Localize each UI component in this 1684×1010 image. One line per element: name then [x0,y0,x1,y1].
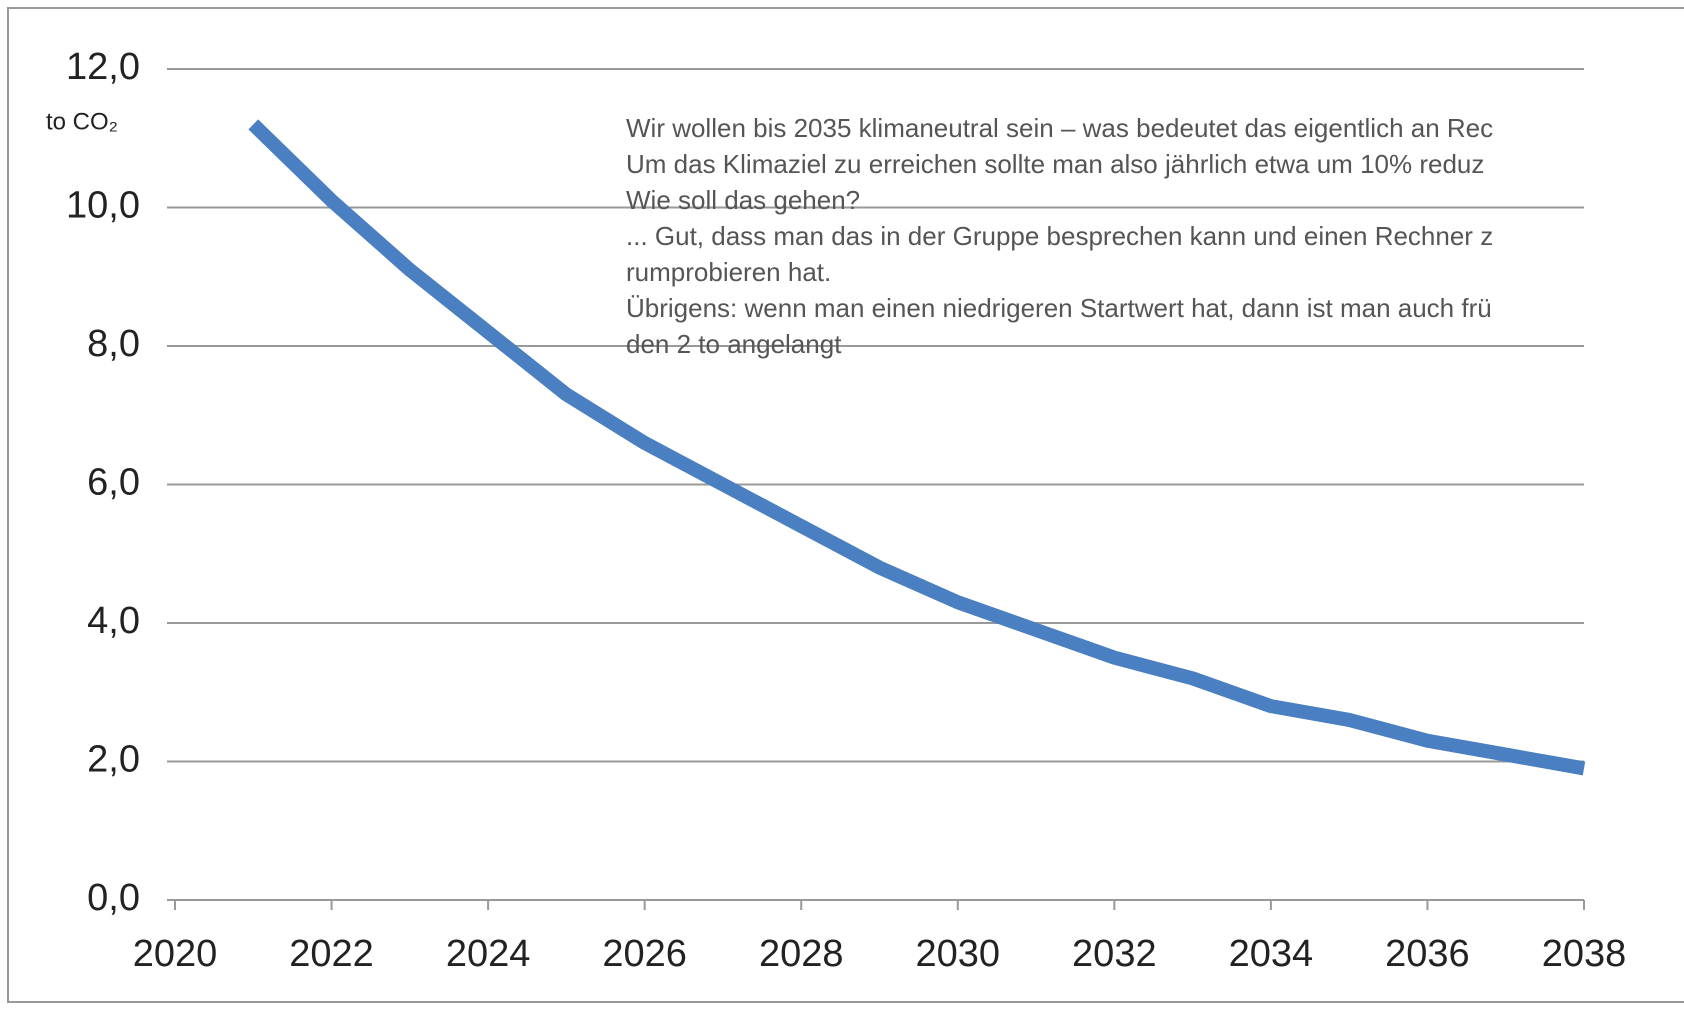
frame [7,7,1684,1003]
x-tick-label: 2036 [1385,933,1470,975]
x-tick-label: 2024 [446,933,531,975]
annotation-line: Übrigens: wenn man einen niedrigeren Sta… [626,293,1492,323]
y-tick-label: 6,0 [87,462,140,504]
y-tick-label: 4,0 [87,600,140,642]
x-tick-label: 2026 [602,933,687,975]
y-axis-label: to CO₂ [46,108,118,135]
y-tick-label: 10,0 [66,185,140,227]
y-tick-label: 2,0 [87,739,140,781]
x-tick-label: 2038 [1542,933,1627,975]
x-tick-label: 2020 [133,933,218,975]
annotation-line: Um das Klimaziel zu erreichen sollte man… [626,149,1484,179]
annotation-line: Wie soll das gehen? [626,185,860,215]
annotation-line: rumprobieren hat. [626,257,831,287]
data-line [248,119,1586,776]
annotation-line: ... Gut, dass man das in der Gruppe besp… [626,221,1493,251]
annotation-line: den 2 to angelangt [626,329,842,359]
y-tick-label: 8,0 [87,323,140,365]
x-tick-label: 2022 [289,933,374,975]
y-tick-label: 0,0 [87,877,140,919]
x-tick-label: 2034 [1229,933,1314,975]
x-tick-label: 2028 [759,933,844,975]
x-tick-label: 2030 [916,933,1001,975]
y-tick-label: 12,0 [66,46,140,88]
annotation-line: Wir wollen bis 2035 klimaneutral sein – … [626,113,1493,143]
x-tick-label: 2032 [1072,933,1157,975]
